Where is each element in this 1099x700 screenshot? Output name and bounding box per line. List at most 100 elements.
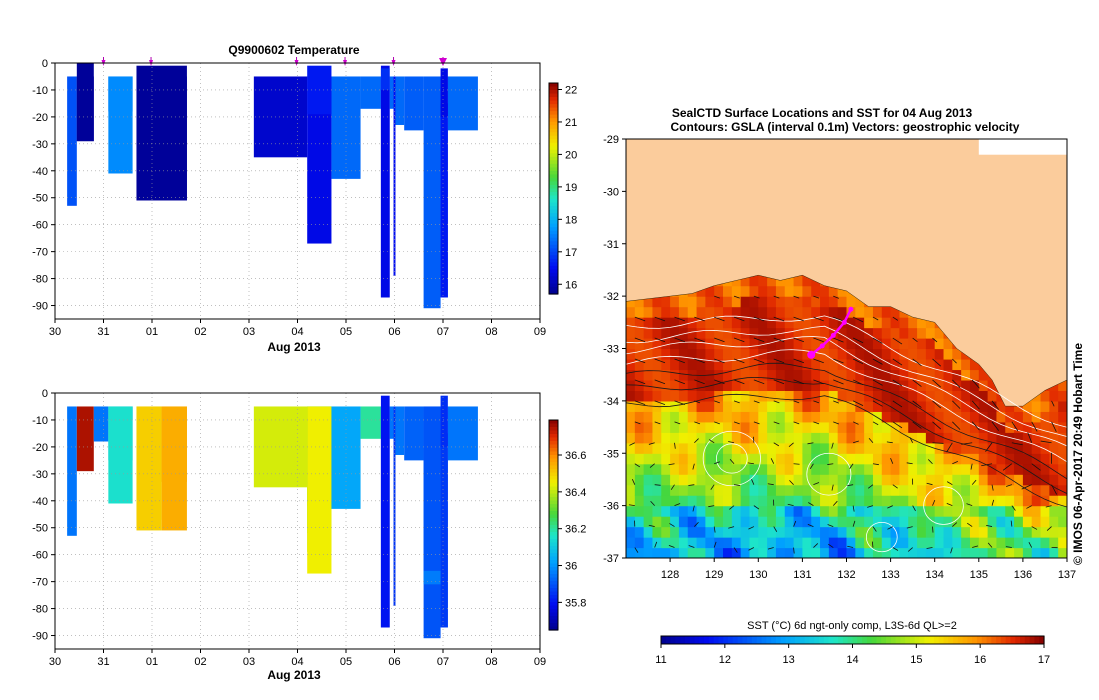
sst-cell-83	[643, 516, 654, 528]
lat-tick-label-4: -33	[603, 344, 619, 356]
sst-cell-783	[793, 306, 803, 318]
velocity-vector-108	[793, 379, 805, 385]
sst-cell-132	[652, 421, 662, 433]
sst-cell-942	[828, 317, 839, 329]
sst-colorbar-band-35	[828, 636, 834, 644]
sst-cell-1617	[978, 369, 989, 381]
sst-cell-826	[802, 275, 812, 287]
velocity-vector-189	[926, 482, 933, 486]
sst-cell-1570	[969, 442, 980, 454]
velocity-vector-223	[991, 400, 1000, 410]
sst-cell-1406	[934, 484, 945, 496]
sst-cell-1561	[969, 537, 980, 549]
sst-cell-221	[670, 327, 680, 339]
sst-cell-1369	[925, 453, 936, 465]
sst-cell-1175	[881, 390, 892, 402]
sst-cell-1220	[890, 338, 901, 350]
t-cast-overlay-6	[440, 68, 448, 117]
s-colorbar-band-44	[549, 574, 558, 579]
sst-cell-1182	[881, 317, 892, 329]
velocity-vector-158	[872, 400, 883, 407]
sst-cell-531	[740, 432, 751, 444]
velocity-vector-30	[674, 421, 681, 425]
sst-cell-704	[775, 296, 786, 308]
sst-cell-1534	[961, 400, 971, 412]
sst-cell-1687	[996, 474, 1006, 486]
sst-cell-1925	[1049, 495, 1059, 507]
sst-cell-802	[802, 526, 812, 538]
sst-cell-1607	[978, 474, 989, 486]
sst-cell-1538	[961, 358, 971, 371]
sst-cell-1762	[1014, 526, 1024, 538]
sst-cell-1178	[881, 358, 892, 371]
velocity-vector-197	[950, 547, 953, 554]
sst-cell-1728	[1005, 463, 1015, 475]
s-colorbar-band-0	[549, 420, 558, 425]
s-colorbar-band-7	[549, 444, 558, 449]
sst-cell-127	[652, 474, 662, 486]
s-cast-cell-24	[393, 406, 396, 606]
sst-cell-650	[767, 442, 777, 454]
sst-cell-823	[802, 306, 812, 318]
sst-cell-1205	[890, 495, 901, 507]
sst-cell-1333	[917, 411, 927, 423]
sst-cell-408	[714, 463, 724, 475]
sst-cell-1253	[899, 411, 909, 423]
velocity-vector-61	[733, 547, 738, 553]
sst-cell-1460	[943, 338, 953, 350]
sst-cell-971	[837, 432, 848, 444]
sst-cell-2039	[1067, 139, 1076, 150]
sst-cell-1320	[917, 547, 927, 558]
sst-cell-218	[670, 358, 680, 371]
sst-cell-807	[802, 474, 812, 486]
velocity-vector-82	[753, 379, 765, 385]
sst-cell-1203	[890, 516, 901, 528]
sst-cell-527	[740, 474, 751, 486]
sst-cell-763	[793, 516, 803, 528]
sst-cell-1021	[846, 327, 856, 339]
sst-cell-1083	[864, 516, 874, 528]
sst-colorbar-band-68	[986, 636, 992, 644]
sst-cell-624	[758, 296, 768, 308]
velocity-vector-193	[932, 400, 942, 409]
sst-cell-623	[758, 306, 768, 318]
sst-cell-1125	[872, 495, 883, 507]
lon-tick-label-9: 137	[1058, 569, 1076, 581]
salinity-xlabel: Aug 2013	[267, 668, 321, 682]
sst-cell-59	[634, 348, 645, 360]
sst-cell-461	[723, 327, 733, 339]
velocity-vector-148	[852, 358, 864, 365]
velocity-vector-185	[912, 337, 918, 342]
s-colorbar-tick-label-4: 36.6	[565, 450, 586, 462]
sst-cell-206	[670, 484, 680, 496]
sst-cell-1610	[978, 442, 989, 454]
sst-cell-328	[696, 463, 706, 475]
t-colorbar-band-18	[549, 146, 558, 151]
t-colorbar-band-58	[549, 286, 558, 292]
sst-cell-80	[643, 547, 654, 558]
sst-cell-933	[828, 411, 839, 423]
velocity-vector-156	[868, 437, 874, 444]
sst-cell-727	[784, 474, 795, 486]
t-colorbar-band-13	[549, 128, 558, 133]
sst-cell-620	[758, 338, 768, 350]
sst-cell-1085	[864, 495, 874, 507]
t-xtick-label-8: 07	[437, 326, 449, 338]
sst-cell-93	[643, 411, 654, 423]
sst-cell-646	[767, 484, 777, 496]
sst-cell-923	[828, 516, 839, 528]
velocity-vectors	[628, 295, 1058, 554]
sst-cell-224	[670, 296, 680, 308]
sst-cell-1492	[952, 421, 962, 433]
velocity-vector-110	[793, 337, 805, 343]
sst-cell-1281	[908, 537, 918, 549]
velocity-vector-59	[714, 316, 725, 322]
sst-cell-1447	[943, 474, 953, 486]
sst-colorbar-band-20	[756, 636, 763, 644]
sst-cell-1288	[908, 463, 918, 475]
sst-cell-1577	[969, 369, 980, 381]
gsla-contour-3	[626, 349, 1067, 463]
sst-cell-281	[687, 537, 698, 549]
sst-cell-1443	[943, 516, 953, 528]
sst-cell-96	[643, 379, 654, 391]
